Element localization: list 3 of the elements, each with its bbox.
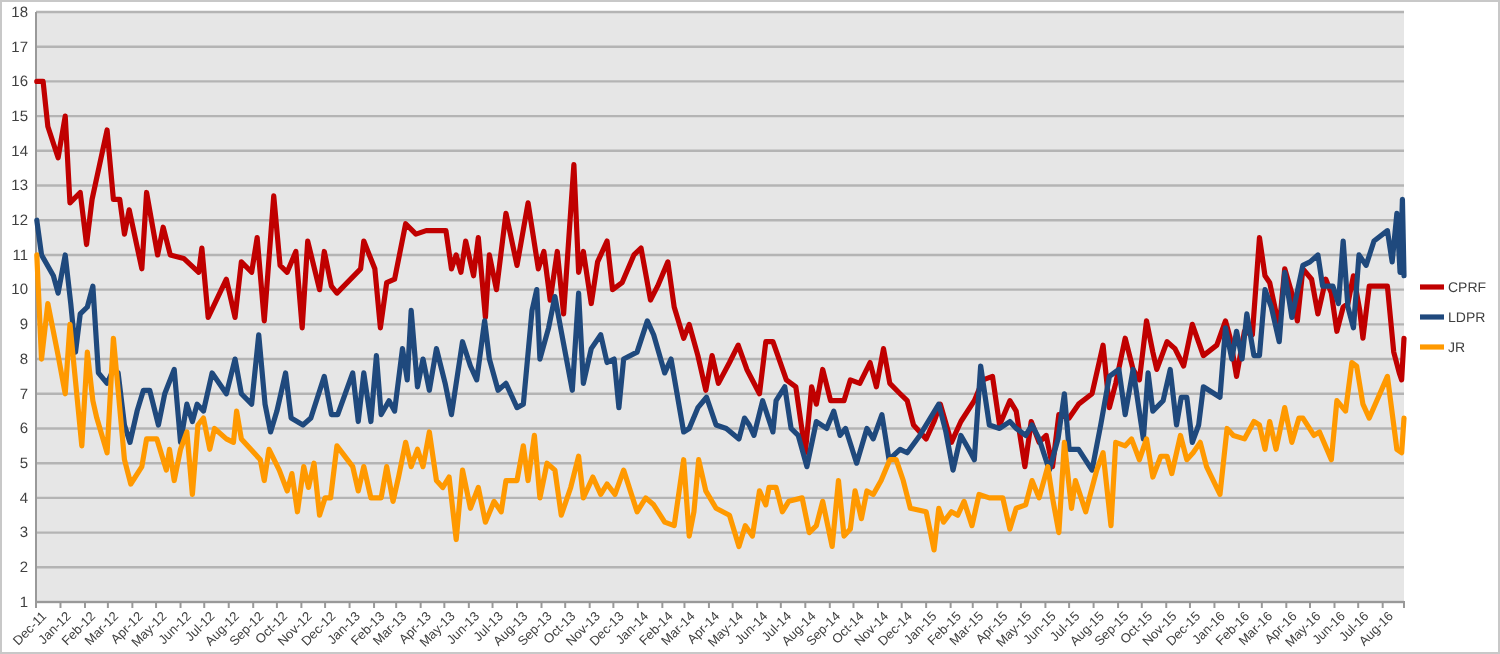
line-series	[34, 78, 1407, 470]
line-series	[34, 252, 1407, 553]
line-series	[34, 196, 1407, 473]
